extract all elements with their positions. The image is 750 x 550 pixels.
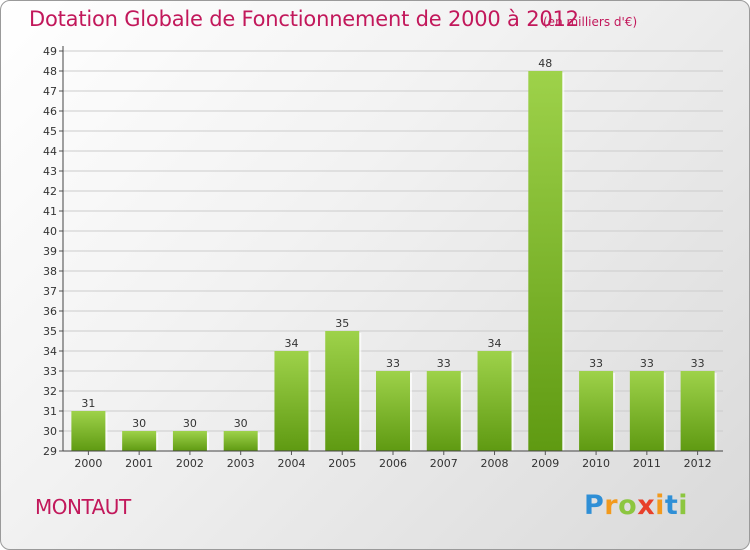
- x-tick-label: 2000: [74, 457, 102, 470]
- y-tick-label: 30: [43, 425, 57, 438]
- bar: [680, 371, 715, 451]
- bar: [325, 331, 360, 451]
- y-tick-label: 45: [43, 125, 57, 138]
- y-tick-label: 39: [43, 245, 57, 258]
- y-tick-label: 29: [43, 445, 57, 458]
- bar-value-label: 30: [234, 417, 248, 430]
- x-tick-label: 2012: [684, 457, 712, 470]
- y-tick-label: 41: [43, 205, 57, 218]
- y-tick-label: 32: [43, 385, 57, 398]
- bar-value-label: 33: [640, 357, 654, 370]
- bar: [579, 371, 614, 451]
- y-tick-label: 31: [43, 405, 57, 418]
- x-tick-label: 2007: [430, 457, 458, 470]
- bar: [223, 431, 258, 451]
- x-tick-label: 2003: [227, 457, 255, 470]
- bar: [172, 431, 207, 451]
- x-tick-label: 2010: [582, 457, 610, 470]
- y-tick-label: 35: [43, 325, 57, 338]
- x-tick-label: 2004: [277, 457, 305, 470]
- x-tick-label: 2008: [481, 457, 509, 470]
- y-tick-label: 49: [43, 45, 57, 58]
- bar-value-label: 30: [183, 417, 197, 430]
- proxiti-logo: Proxiti: [584, 490, 689, 521]
- bar-value-label: 33: [437, 357, 451, 370]
- y-tick-label: 43: [43, 165, 57, 178]
- bar: [274, 351, 309, 451]
- y-tick-label: 34: [43, 345, 57, 358]
- y-tick-label: 36: [43, 305, 57, 318]
- bar-value-label: 35: [335, 317, 349, 330]
- bar-value-label: 48: [538, 57, 552, 70]
- y-tick-label: 47: [43, 85, 57, 98]
- y-tick-label: 42: [43, 185, 57, 198]
- x-tick-label: 2009: [531, 457, 559, 470]
- x-tick-label: 2006: [379, 457, 407, 470]
- bar: [629, 371, 664, 451]
- bar: [376, 371, 410, 451]
- bar-value-label: 34: [488, 337, 502, 350]
- bar: [426, 371, 461, 451]
- bar-value-label: 31: [81, 397, 95, 410]
- bar: [528, 71, 563, 451]
- y-tick-label: 37: [43, 285, 57, 298]
- bar-value-label: 30: [132, 417, 146, 430]
- x-tick-label: 2002: [176, 457, 204, 470]
- bar-value-label: 33: [691, 357, 705, 370]
- bar-value-label: 33: [589, 357, 603, 370]
- bar-value-label: 34: [284, 337, 298, 350]
- y-tick-label: 44: [43, 145, 57, 158]
- bar: [477, 351, 512, 451]
- y-tick-label: 38: [43, 265, 57, 278]
- commune-name: MONTAUT: [35, 495, 131, 519]
- y-tick-label: 33: [43, 365, 57, 378]
- x-tick-label: 2005: [328, 457, 356, 470]
- chart-title: Dotation Globale de Fonctionnement de 20…: [29, 7, 579, 31]
- x-tick-label: 2001: [125, 457, 153, 470]
- y-tick-label: 48: [43, 65, 57, 78]
- chart-subtitle: (en milliers d'€): [543, 15, 638, 29]
- y-tick-label: 40: [43, 225, 57, 238]
- y-tick-label: 46: [43, 105, 57, 118]
- bar: [122, 431, 157, 451]
- x-tick-label: 2011: [633, 457, 661, 470]
- bar-value-label: 33: [386, 357, 400, 370]
- bar: [71, 411, 106, 451]
